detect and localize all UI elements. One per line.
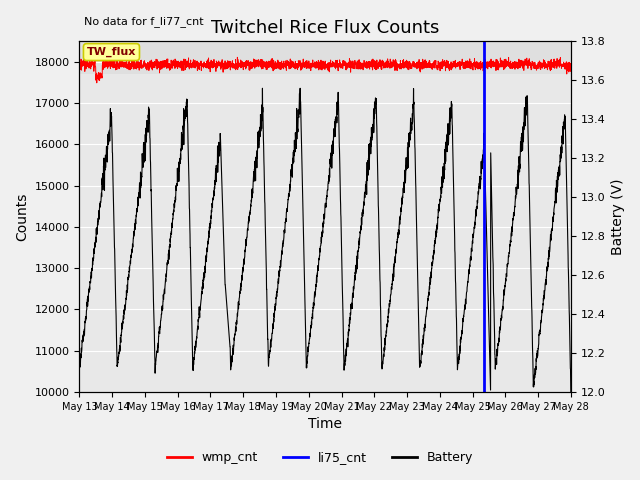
Title: Twitchel Rice Flux Counts: Twitchel Rice Flux Counts [211,19,439,36]
Legend: wmp_cnt, li75_cnt, Battery: wmp_cnt, li75_cnt, Battery [162,446,478,469]
Bar [79,41,571,74]
X-axis label: Time: Time [308,418,342,432]
Text: No data for f_li77_cnt: No data for f_li77_cnt [84,16,204,27]
Y-axis label: Battery (V): Battery (V) [611,178,625,255]
Y-axis label: Counts: Counts [15,192,29,240]
Text: TW_flux: TW_flux [87,47,136,57]
